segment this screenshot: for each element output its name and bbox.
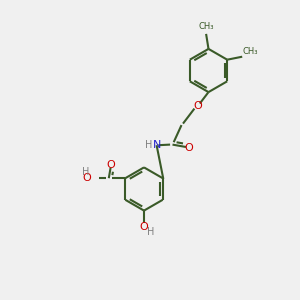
- Text: H: H: [145, 140, 152, 150]
- Text: O: O: [184, 142, 194, 153]
- Text: O: O: [82, 173, 91, 183]
- Text: N: N: [153, 140, 161, 150]
- Text: O: O: [140, 222, 148, 232]
- Text: CH₃: CH₃: [242, 47, 258, 56]
- Text: O: O: [106, 160, 115, 170]
- Text: CH₃: CH₃: [198, 22, 214, 32]
- Text: O: O: [194, 100, 202, 111]
- Text: H: H: [147, 227, 154, 237]
- Text: H: H: [82, 167, 89, 177]
